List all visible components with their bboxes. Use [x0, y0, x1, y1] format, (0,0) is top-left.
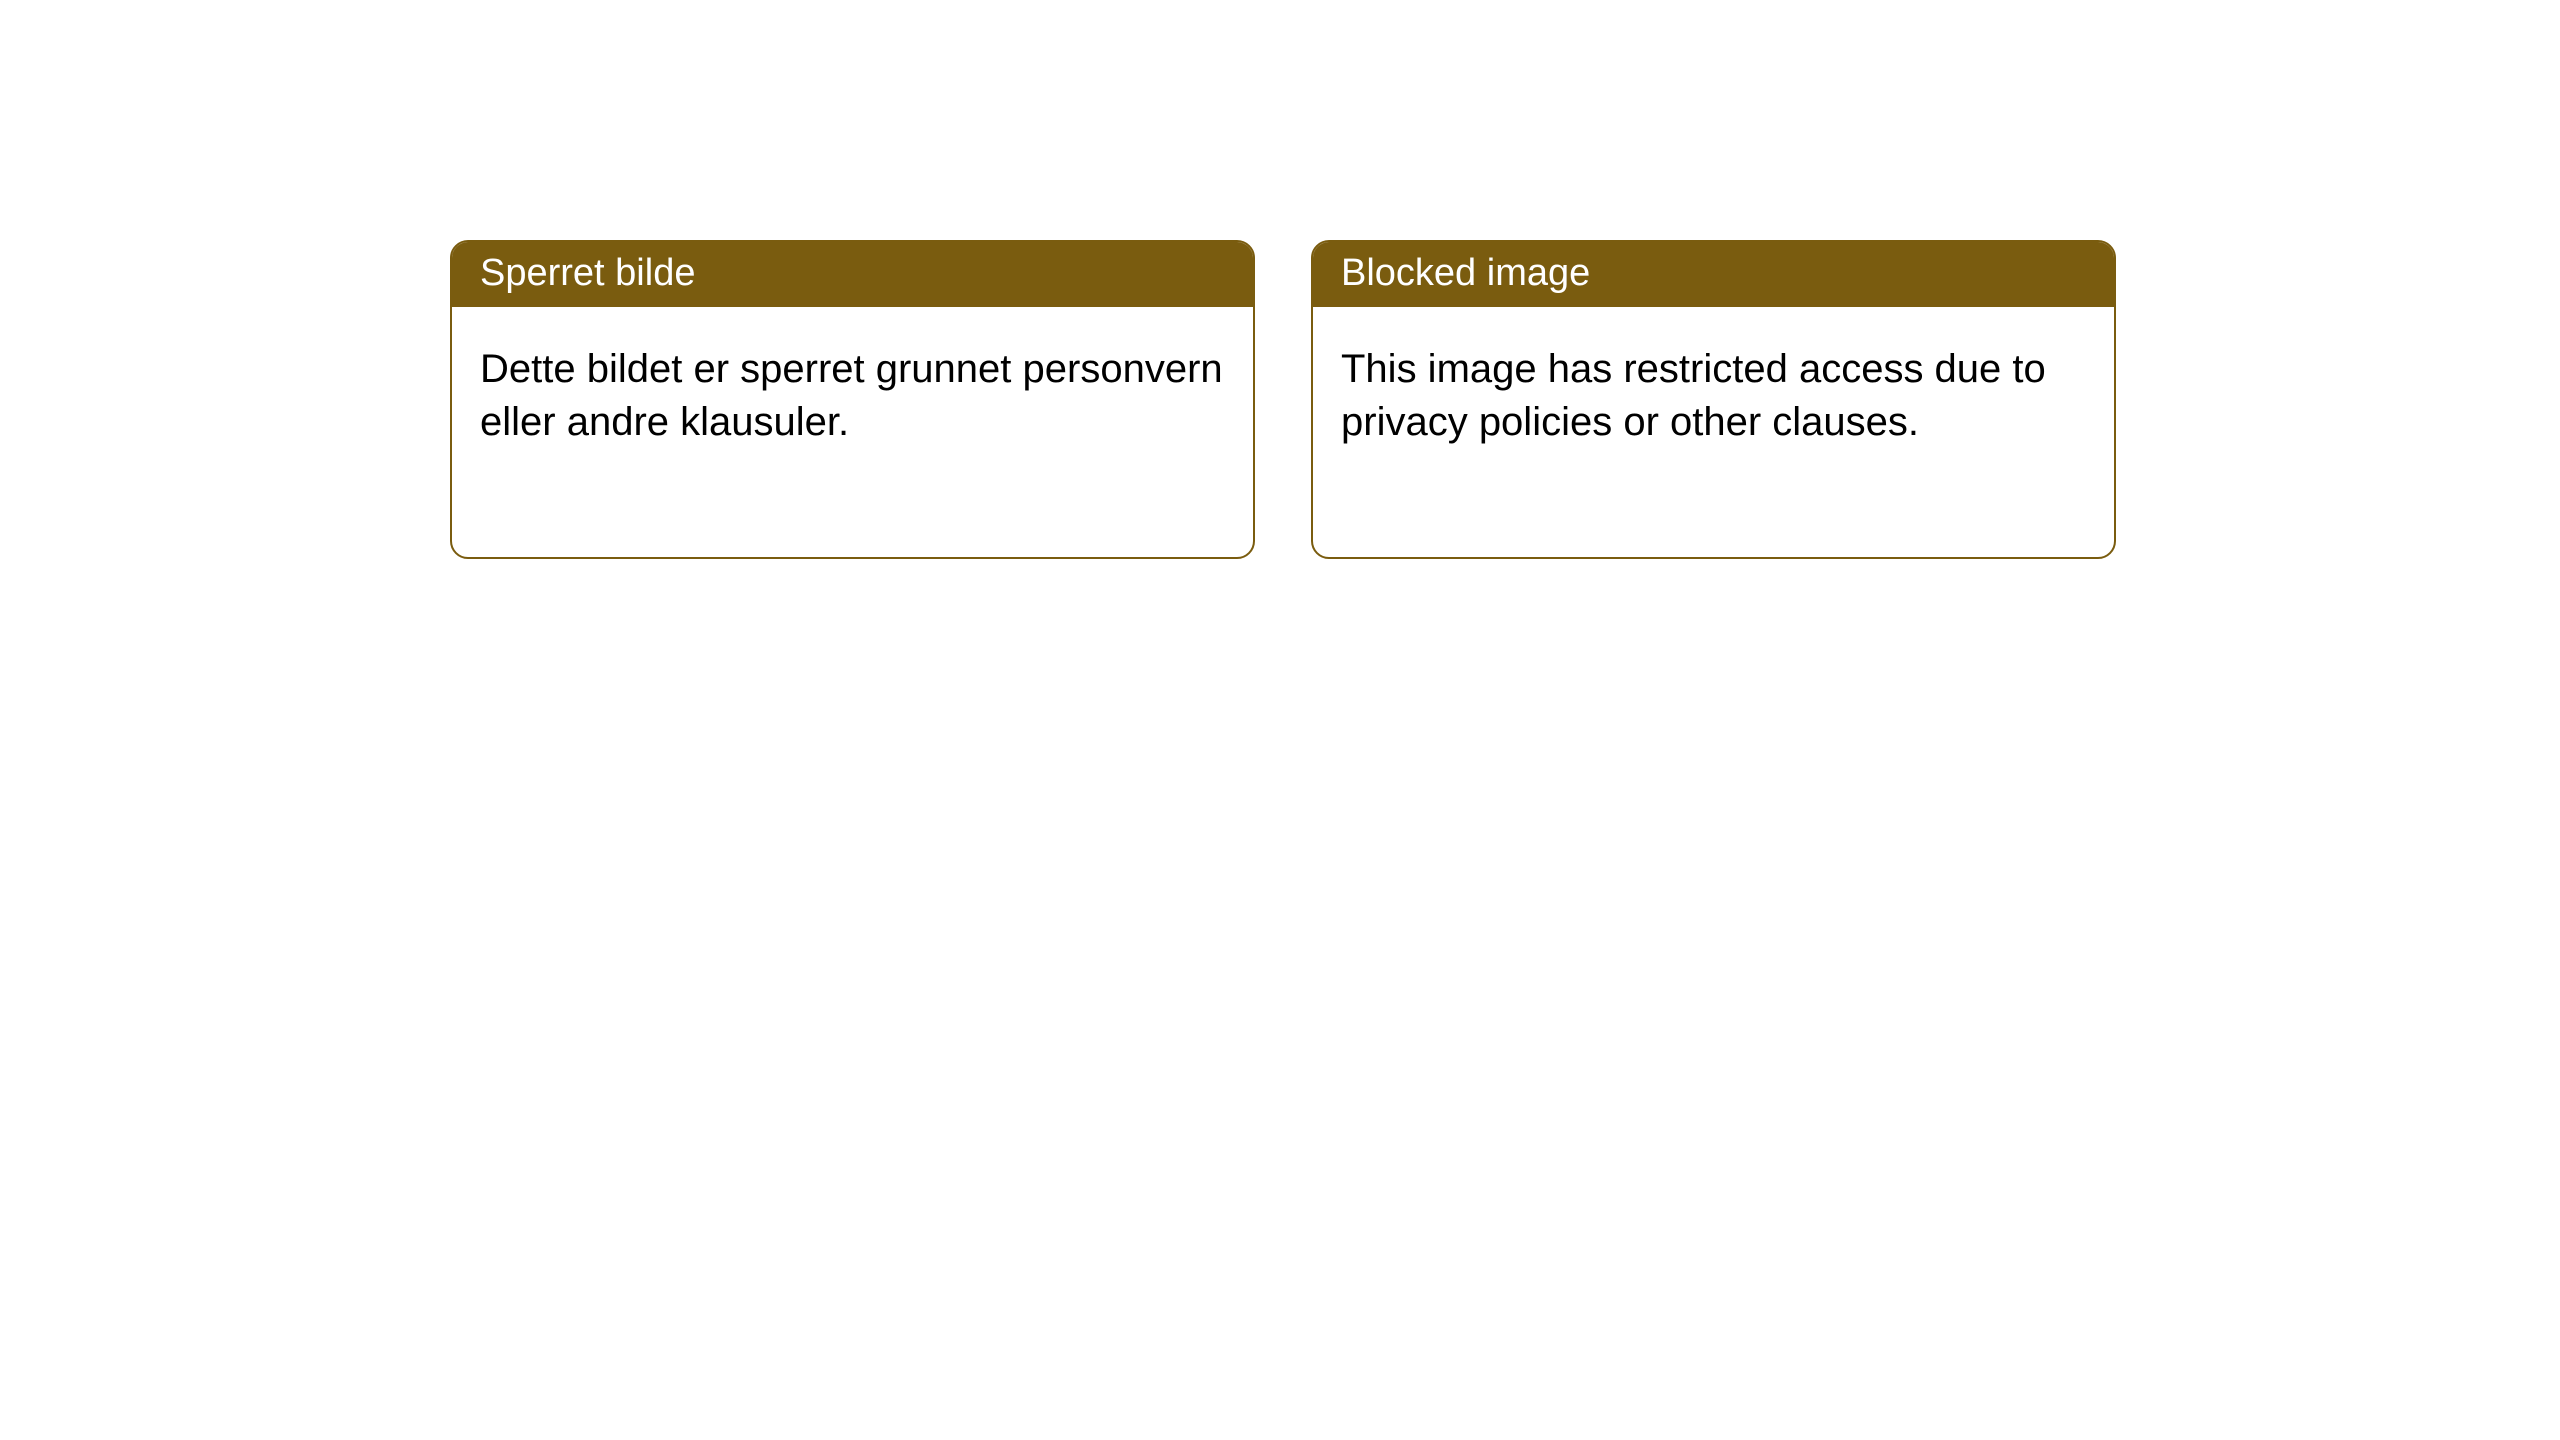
- card-title: Sperret bilde: [480, 252, 695, 294]
- blocked-image-card-no: Sperret bilde Dette bildet er sperret gr…: [450, 240, 1255, 559]
- card-body: Dette bildet er sperret grunnet personve…: [452, 307, 1253, 557]
- cards-container: Sperret bilde Dette bildet er sperret gr…: [0, 0, 2560, 559]
- card-header: Sperret bilde: [452, 242, 1253, 307]
- card-body-text: Dette bildet er sperret grunnet personve…: [480, 347, 1223, 444]
- card-body-text: This image has restricted access due to …: [1341, 347, 2046, 444]
- card-title: Blocked image: [1341, 252, 1590, 294]
- card-header: Blocked image: [1313, 242, 2114, 307]
- blocked-image-card-en: Blocked image This image has restricted …: [1311, 240, 2116, 559]
- card-body: This image has restricted access due to …: [1313, 307, 2114, 557]
